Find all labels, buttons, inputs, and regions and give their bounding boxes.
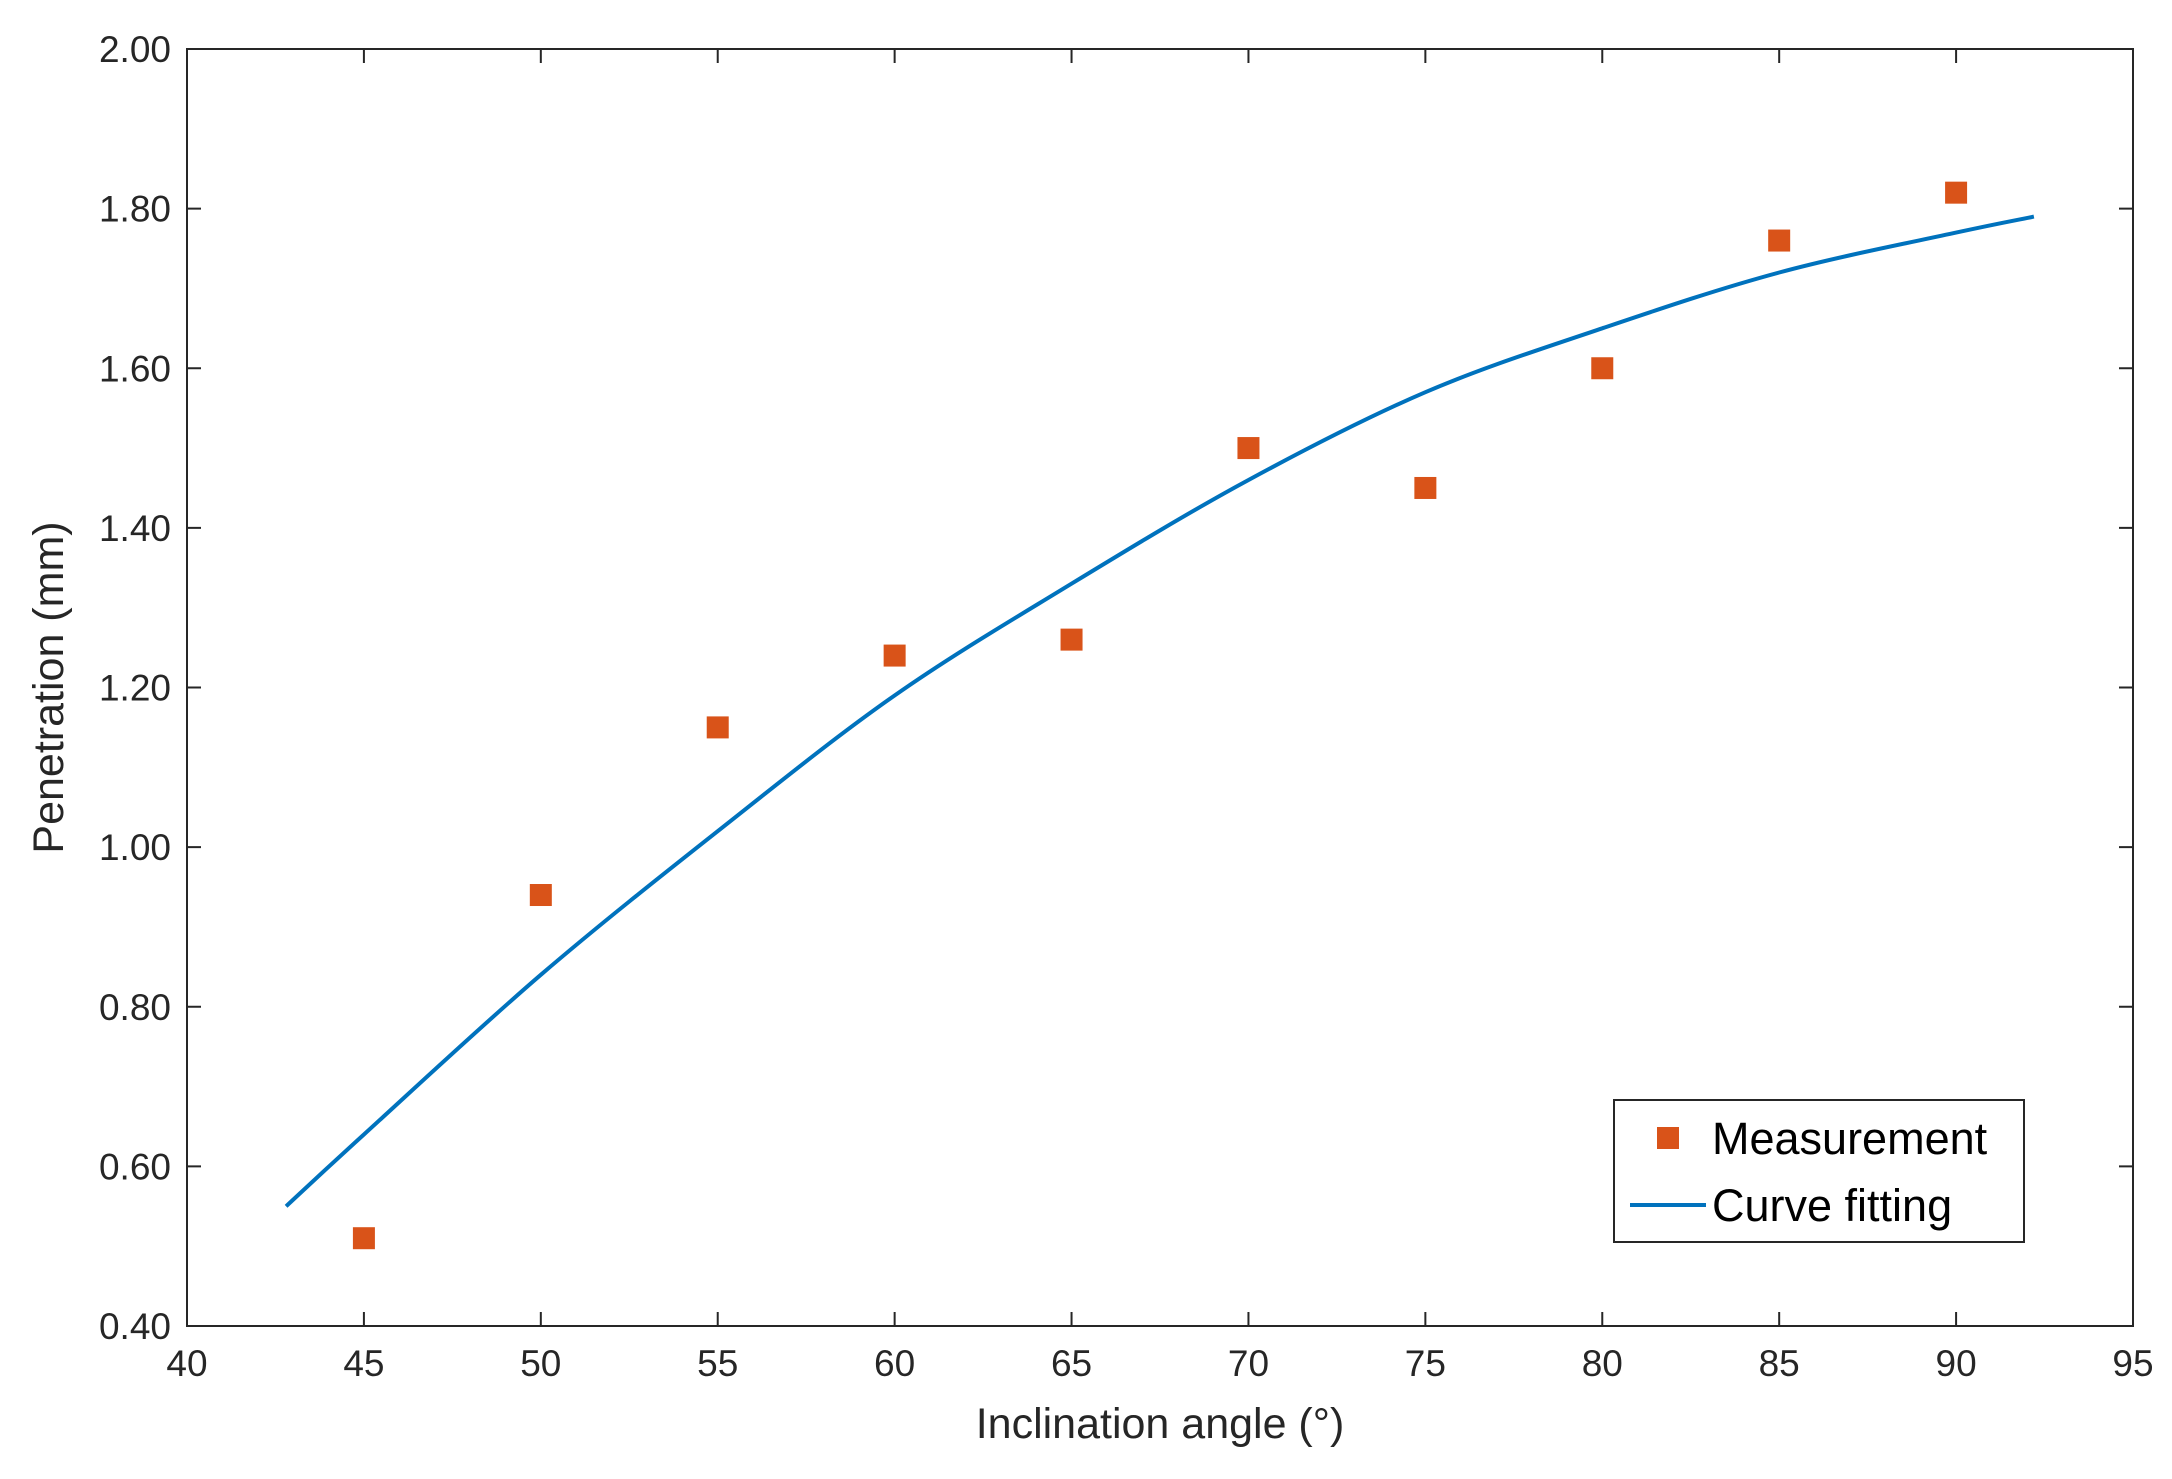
- measurement-point: [883, 644, 906, 667]
- legend[interactable]: Measurement Curve fitting: [1613, 1099, 2025, 1243]
- legend-box: [1613, 1099, 2025, 1243]
- x-tick-label: 95: [2112, 1343, 2153, 1384]
- measurement-point: [706, 716, 729, 739]
- legend-label[interactable]: Measurement: [1712, 1113, 1988, 1164]
- measurement-point: [1237, 437, 1260, 460]
- y-tick-label: 1.60: [99, 348, 171, 389]
- x-axis-title: Inclination angle (°): [976, 1400, 1345, 1448]
- measurement-point: [1060, 628, 1083, 651]
- x-tick-label: 80: [1582, 1343, 1623, 1384]
- x-tick-label: 85: [1759, 1343, 1800, 1384]
- measurement-point: [352, 1227, 375, 1250]
- x-tick-label: 40: [166, 1343, 207, 1384]
- plot-series: [284, 181, 2035, 1250]
- legend-label[interactable]: Curve fitting: [1712, 1180, 1952, 1231]
- curve-fitting-line: [284, 214, 2035, 1208]
- x-tick-label: 90: [1936, 1343, 1977, 1384]
- x-tick-label: 65: [1051, 1343, 1092, 1384]
- y-tick-label: 1.00: [99, 827, 171, 868]
- y-tick-label: 0.80: [99, 987, 171, 1028]
- x-tick-label: 50: [520, 1343, 561, 1384]
- y-axis-title: Penetration (mm): [25, 521, 73, 853]
- measurement-point: [1768, 229, 1791, 252]
- x-tick-label: 55: [697, 1343, 738, 1384]
- x-tick-label: 70: [1228, 1343, 1269, 1384]
- measurement-point: [1414, 476, 1437, 499]
- y-tick-label: 2.00: [99, 29, 171, 70]
- y-tick-label: 1.20: [99, 668, 171, 709]
- y-tick-label: 0.40: [99, 1306, 171, 1347]
- y-tick-label: 1.80: [99, 189, 171, 230]
- measurement-point: [1591, 357, 1614, 380]
- axes: 40 45 50 55 60 65 70 75 80 85 90 95 0.40 0.60 0.80 1.00…: [99, 29, 2154, 1384]
- measurement-point: [1945, 181, 1968, 204]
- y-tick-label: 1.40: [99, 508, 171, 549]
- legend-marker-swatch: [1657, 1127, 1679, 1149]
- x-tick-label: 60: [874, 1343, 915, 1384]
- x-tick-label: 75: [1405, 1343, 1446, 1384]
- x-tick-label: 45: [343, 1343, 384, 1384]
- y-tick-label: 0.60: [99, 1146, 171, 1187]
- measurement-point: [529, 884, 552, 907]
